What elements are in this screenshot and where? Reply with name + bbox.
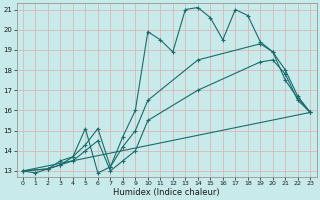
X-axis label: Humidex (Indice chaleur): Humidex (Indice chaleur) <box>113 188 220 197</box>
